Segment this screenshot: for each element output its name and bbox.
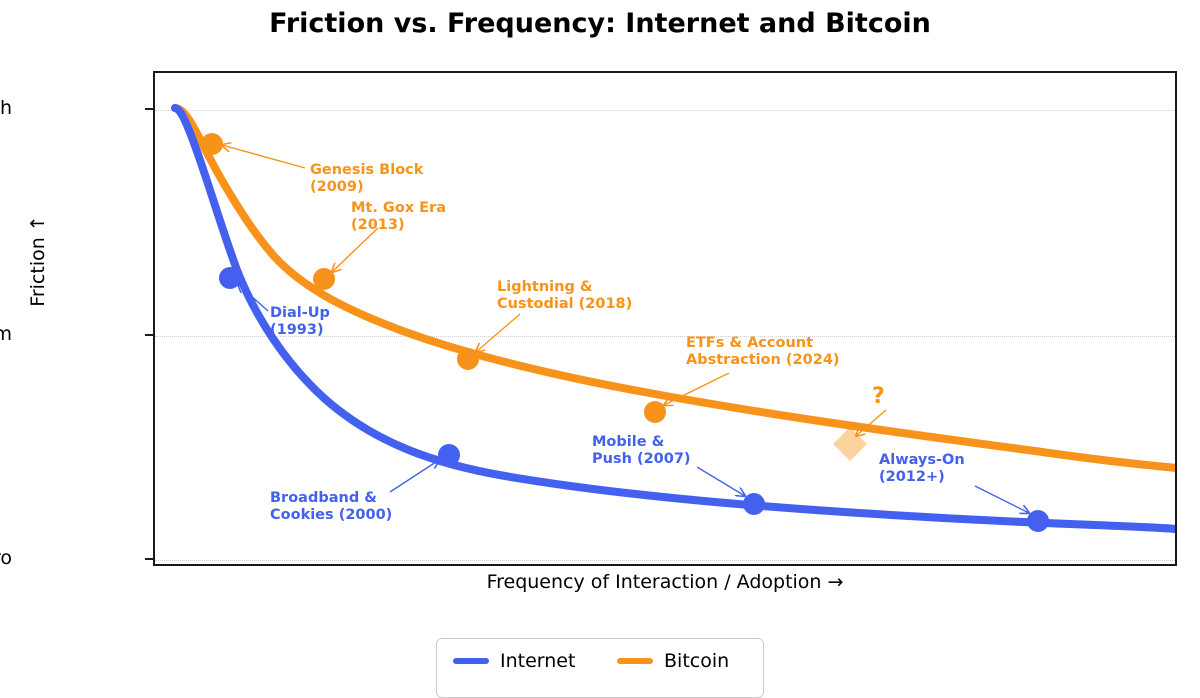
legend-label-bitcoin: Bitcoin (664, 650, 730, 672)
ytick-label-zero: Zero (0, 547, 12, 569)
x-axis-label: Frequency of Interaction / Adoption → (486, 571, 844, 593)
legend-swatch-internet (453, 658, 489, 664)
bitcoin-marker-lightning (457, 348, 479, 370)
legend-label-internet: Internet (500, 650, 576, 672)
internet-marker-mobile (743, 493, 765, 515)
future-diamond-marker (833, 427, 867, 461)
bitcoin-marker-mt-gox (313, 268, 335, 290)
legend-entry-internet[interactable]: Internet (453, 648, 575, 674)
annotation-broadband-cookies: Broadband & Cookies (2000) (270, 490, 393, 524)
legend-swatch-bitcoin (617, 658, 653, 664)
y-axis-label: Friction ↑ (27, 215, 49, 307)
bitcoin-marker-genesis-block (201, 133, 223, 155)
annotation-mobile-push: Mobile & Push (2007) (592, 434, 691, 468)
internet-marker-dial-up (219, 267, 241, 289)
annotation-mt-gox-era: Mt. Gox Era (2013) (351, 200, 447, 234)
internet-marker-broadband (438, 444, 460, 466)
annotation-dial-up: Dial-Up (1993) (270, 305, 330, 339)
plot-area (153, 71, 1177, 566)
bitcoin-marker-etfs (644, 401, 666, 423)
chart-figure: Friction vs. Frequency: Internet and Bit… (0, 8, 1177, 698)
internet-curve (171, 104, 1175, 533)
curves-svg (171, 104, 1175, 533)
gridline-medium (155, 336, 1175, 337)
ytick-mark-medium (145, 334, 153, 336)
annotation-always-on: Always-On (2012+) (879, 452, 965, 486)
chart-title: Friction vs. Frequency: Internet and Bit… (269, 8, 931, 39)
annotation-future-unknown: ? (872, 384, 885, 409)
annotation-genesis-block: Genesis Block (2009) (310, 162, 424, 196)
ytick-mark-zero (145, 558, 153, 560)
gridline-zero (155, 560, 1175, 561)
internet-marker-always-on (1027, 510, 1049, 532)
chart-legend: Internet Bitcoin (436, 638, 764, 698)
gridline-high (155, 110, 1175, 111)
legend-entry-bitcoin[interactable]: Bitcoin (617, 648, 729, 674)
annotation-lightning-custodial: Lightning & Custodial (2018) (497, 279, 633, 313)
annotation-etfs-account-abstraction: ETFs & Account Abstraction (2024) (686, 335, 840, 369)
ytick-label-high: High (0, 97, 12, 119)
ytick-label-medium: Medium (0, 323, 12, 345)
ytick-mark-high (145, 108, 153, 110)
bitcoin-curve (171, 104, 1175, 472)
